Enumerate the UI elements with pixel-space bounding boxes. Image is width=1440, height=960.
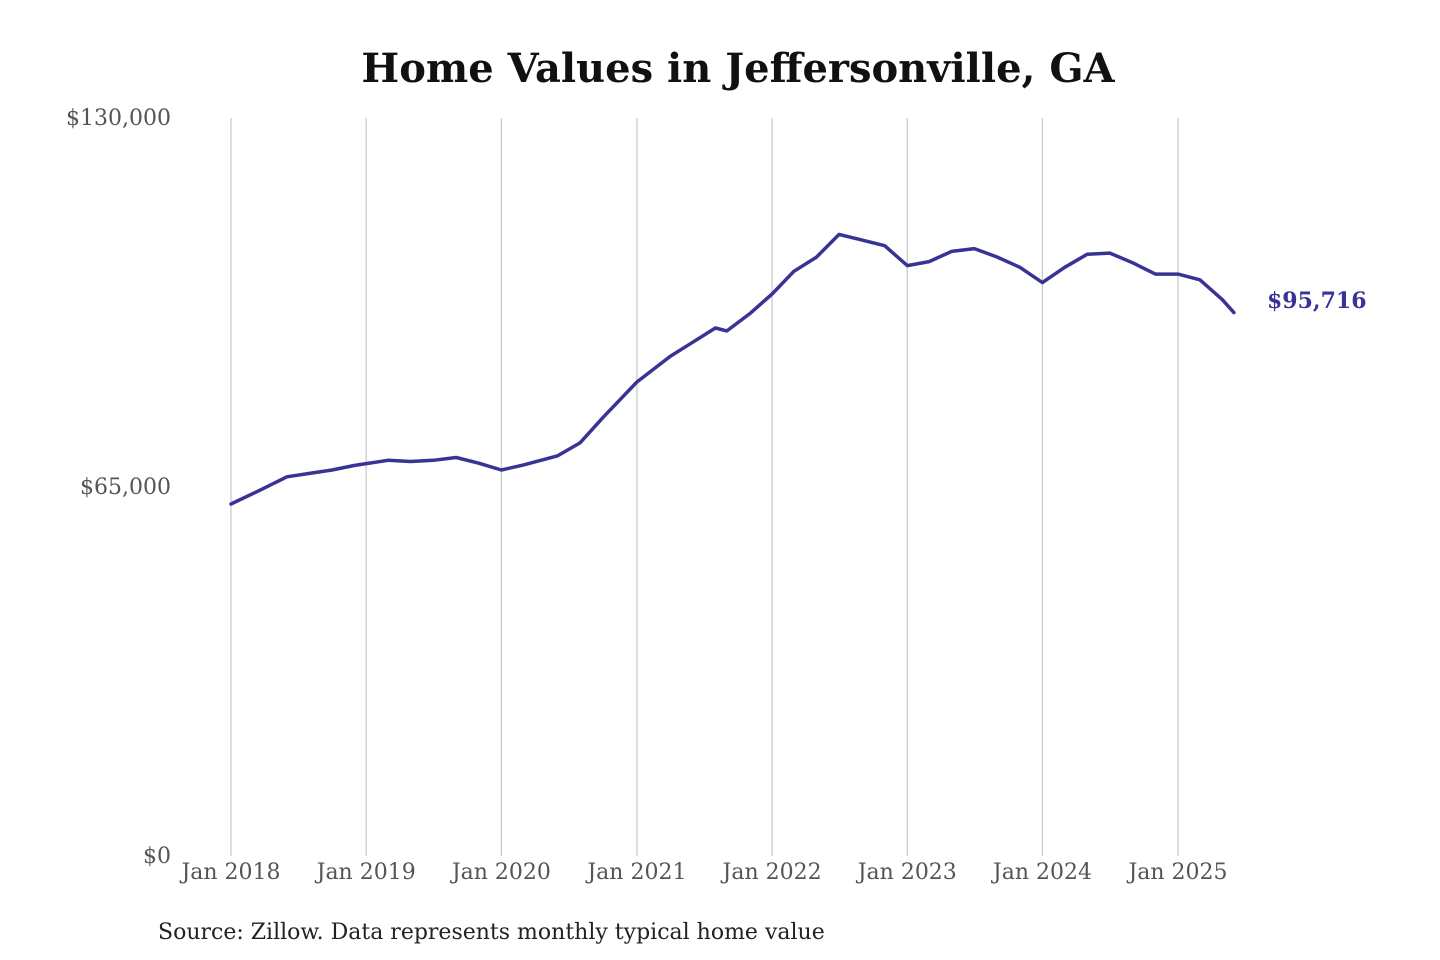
- home-value-series-line: [229, 232, 1236, 506]
- x-tick-label: Jan 2018: [179, 860, 280, 885]
- x-tick-label: Jan 2023: [856, 860, 957, 885]
- x-tick-label: Jan 2019: [315, 860, 416, 885]
- x-tick-label: Jan 2022: [721, 860, 822, 885]
- x-axis-ticks: Jan 2018 Jan 2019 Jan 2020 Jan 2021 Jan 2022…: [179, 860, 1227, 885]
- source-note: Source: Zillow. Data represents monthly …: [158, 920, 825, 945]
- y-tick-label: $130,000: [66, 106, 171, 131]
- y-tick-label: $0: [143, 844, 171, 869]
- gridlines: [230, 118, 1179, 856]
- x-tick-label: Jan 2020: [450, 860, 551, 885]
- y-axis-ticks: $0 $65,000 $130,000: [66, 106, 171, 869]
- x-tick-label: Jan 2025: [1126, 860, 1227, 885]
- latest-value-label: $95,716: [1267, 288, 1367, 314]
- x-tick-label: Jan 2024: [991, 860, 1092, 885]
- chart-title: Home Values in Jeffersonville, GA: [361, 45, 1115, 92]
- x-tick-label: Jan 2021: [585, 860, 686, 885]
- y-tick-label: $65,000: [80, 475, 171, 500]
